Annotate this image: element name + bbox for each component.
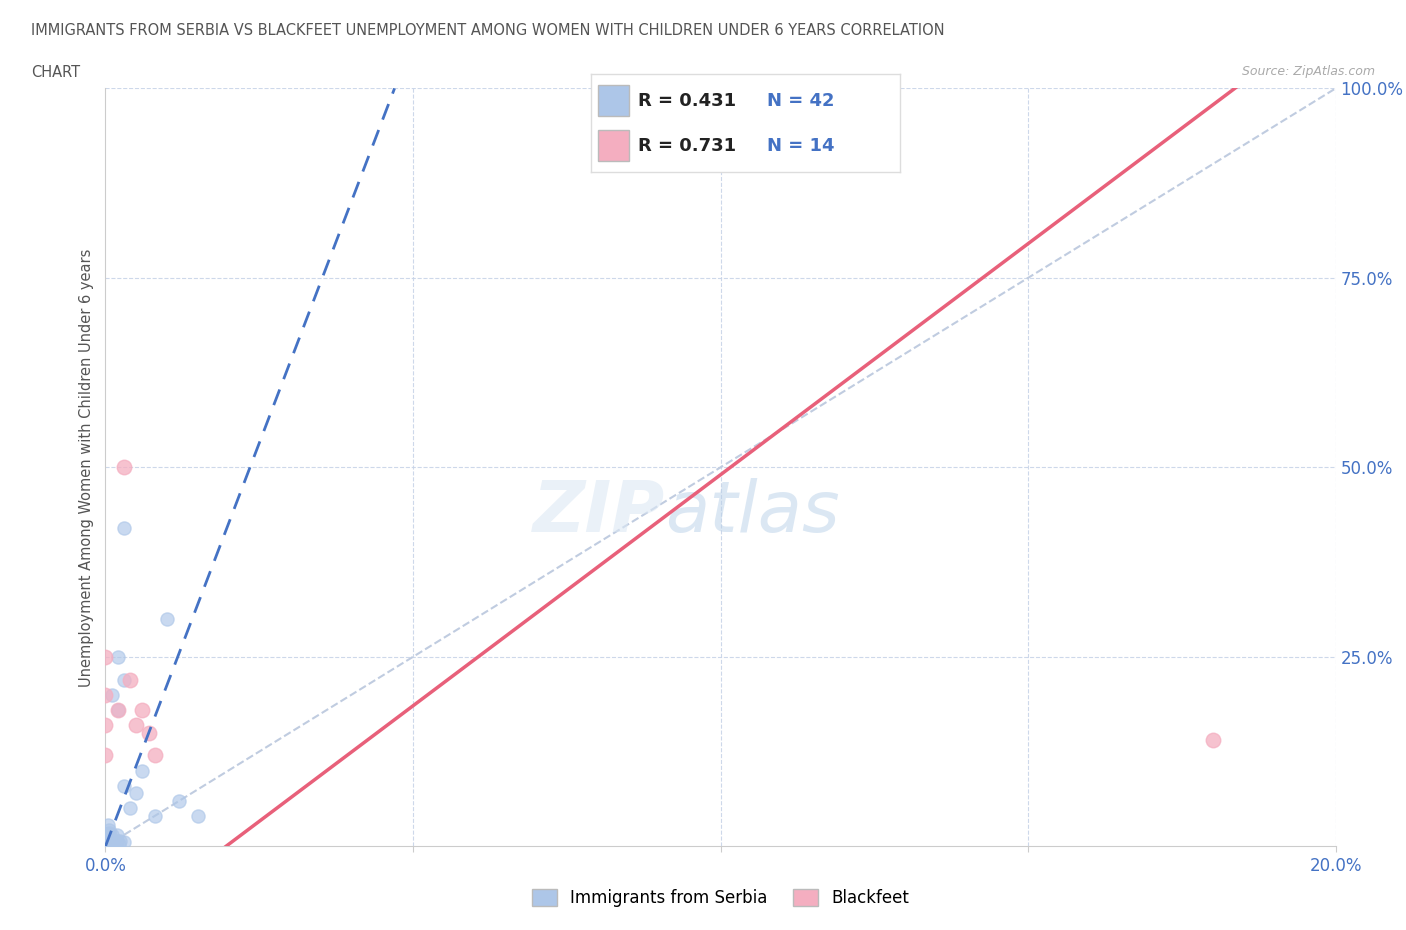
Point — [1201, 733, 1223, 748]
Point — [131, 702, 153, 717]
Point — [125, 718, 148, 733]
Point — [108, 834, 131, 849]
Point — [96, 839, 118, 854]
Point — [105, 834, 128, 849]
Point — [94, 748, 117, 763]
Text: Source: ZipAtlas.com: Source: ZipAtlas.com — [1241, 65, 1375, 78]
Point — [94, 649, 117, 664]
Point — [112, 460, 135, 475]
Point — [156, 612, 179, 627]
FancyBboxPatch shape — [599, 86, 630, 116]
Y-axis label: Unemployment Among Women with Children Under 6 years: Unemployment Among Women with Children U… — [79, 248, 94, 686]
Point — [101, 832, 124, 847]
Point — [105, 828, 128, 843]
FancyBboxPatch shape — [599, 130, 630, 161]
Point — [97, 830, 120, 844]
Point — [101, 828, 124, 843]
Point — [97, 826, 120, 841]
Point — [143, 808, 166, 823]
Text: N = 14: N = 14 — [766, 137, 834, 154]
Point — [100, 687, 122, 702]
Point — [100, 832, 122, 847]
Point — [97, 834, 120, 849]
Point — [143, 748, 166, 763]
Point — [94, 687, 117, 702]
Point — [94, 837, 117, 852]
Point — [94, 835, 117, 850]
Text: atlas: atlas — [665, 478, 839, 547]
Point — [94, 827, 117, 842]
Text: N = 42: N = 42 — [766, 92, 834, 110]
Point — [112, 672, 135, 687]
Legend: Immigrants from Serbia, Blackfeet: Immigrants from Serbia, Blackfeet — [526, 883, 915, 914]
Point — [100, 833, 122, 848]
Point — [94, 718, 117, 733]
Point — [112, 835, 135, 850]
Point — [98, 832, 121, 847]
Point — [97, 817, 120, 832]
Point — [107, 702, 129, 717]
Point — [98, 838, 121, 853]
Point — [131, 763, 153, 777]
Point — [112, 778, 135, 793]
Point — [107, 649, 129, 664]
Point — [94, 834, 117, 849]
Point — [120, 801, 141, 816]
Text: ZIP: ZIP — [533, 478, 665, 547]
Point — [120, 672, 141, 687]
Point — [97, 836, 120, 851]
Point — [801, 103, 824, 118]
Point — [98, 834, 121, 849]
Point — [107, 702, 129, 717]
Text: IMMIGRANTS FROM SERBIA VS BLACKFEET UNEMPLOYMENT AMONG WOMEN WITH CHILDREN UNDER: IMMIGRANTS FROM SERBIA VS BLACKFEET UNEM… — [31, 23, 945, 38]
Point — [138, 725, 160, 740]
Point — [107, 837, 129, 852]
Text: R = 0.431: R = 0.431 — [638, 92, 737, 110]
Point — [97, 828, 120, 843]
Text: CHART: CHART — [31, 65, 80, 80]
Point — [187, 808, 209, 823]
Point — [103, 835, 125, 850]
Point — [100, 833, 122, 848]
Point — [96, 834, 118, 849]
Point — [96, 831, 118, 846]
Point — [98, 822, 121, 837]
Point — [96, 833, 118, 848]
Point — [740, 103, 762, 118]
Point — [169, 793, 191, 808]
Point — [125, 786, 148, 801]
Text: R = 0.731: R = 0.731 — [638, 137, 737, 154]
Point — [112, 521, 135, 536]
Point — [96, 830, 118, 844]
